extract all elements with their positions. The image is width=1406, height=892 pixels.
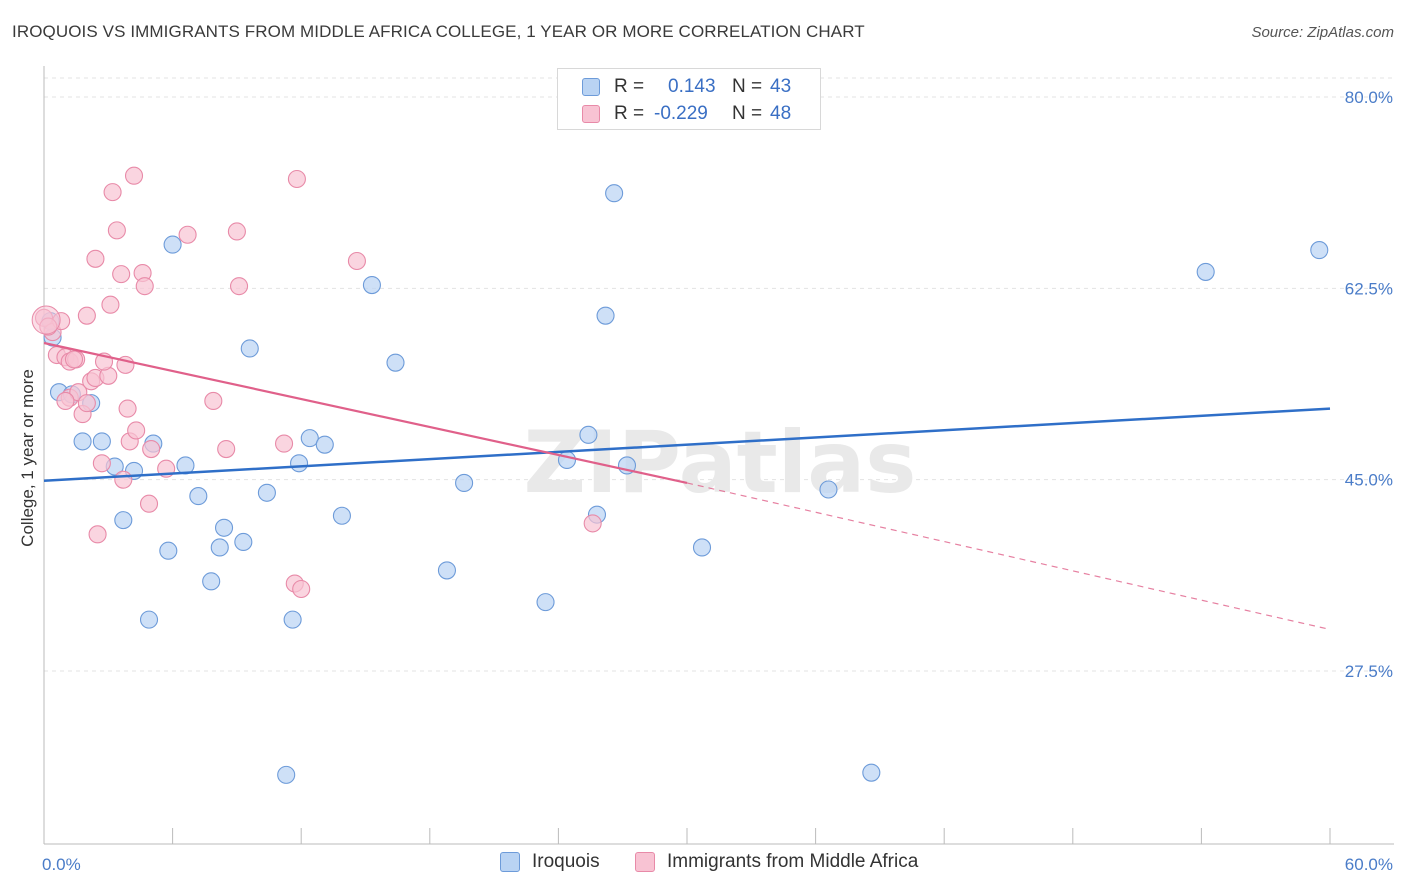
iroquois-point: [189, 487, 208, 506]
middle-africa-point: [114, 470, 133, 489]
middle-africa-point: [56, 391, 75, 410]
middle-africa-point: [77, 306, 96, 325]
iroquois-point: [240, 339, 259, 358]
iroquois-point: [557, 450, 577, 470]
iroquois-point: [73, 432, 92, 451]
middle-africa-point: [86, 249, 105, 268]
middle-africa-point: [107, 221, 126, 240]
iroquois-point: [234, 532, 253, 552]
legend-swatch-middle-africa: [635, 852, 655, 872]
grid-lines: [44, 77, 1394, 672]
legend-row-middle-africa: R = -0.229 N = 48: [582, 101, 791, 127]
middle-africa-point: [101, 295, 120, 314]
chart-title: IROQUOIS VS IMMIGRANTS FROM MIDDLE AFRIC…: [12, 22, 865, 41]
trend-lines: [43, 341, 1331, 631]
legend-r-label: R =: [614, 103, 645, 124]
middle-africa-point-large: [31, 305, 61, 335]
middle-africa-point: [139, 494, 159, 513]
iroquois-point: [92, 432, 111, 451]
iroquois-point: [332, 506, 351, 525]
iroquois-point: [819, 480, 838, 499]
source-label: Source: ZipAtlas.com: [1251, 24, 1394, 41]
middle-africa-point: [64, 350, 84, 369]
iroquois-point: [163, 235, 182, 254]
x-tick-label: 60.0%: [1345, 855, 1393, 874]
iroquois-point: [290, 454, 309, 473]
legend-r-value: -0.229: [654, 103, 708, 124]
legend-n-label: N =: [732, 103, 763, 124]
iroquois-point: [1196, 262, 1215, 281]
legend-r-value: 0.143: [668, 76, 716, 97]
iroquois-point: [159, 541, 178, 560]
stats-legend: R = 0.143 N = 43 R = -0.229 N = 48: [557, 68, 821, 130]
iroquois-point: [283, 610, 302, 629]
iroquois-point: [579, 425, 598, 444]
iroquois-point: [114, 511, 133, 530]
legend-label-middle-africa: Immigrants from Middle Africa: [667, 851, 919, 872]
iroquois-point: [214, 518, 234, 537]
middle-africa-point: [227, 222, 246, 241]
middle-africa-point: [292, 579, 311, 599]
middle-africa-point: [118, 399, 137, 418]
middle-africa-point: [135, 277, 154, 296]
legend-label-iroquois: Iroquois: [532, 851, 600, 872]
middle-africa-trend-line: [43, 341, 688, 485]
middle-africa-point: [178, 225, 197, 244]
legend-r-label: R =: [614, 76, 645, 97]
iroquois-point: [692, 538, 712, 557]
y-axis-title: College, 1 year or more: [18, 369, 37, 547]
middle-africa-point: [103, 183, 122, 202]
y-tick-label: 45.0%: [1345, 471, 1393, 490]
y-tick-label: 27.5%: [1345, 662, 1393, 681]
iroquois-point: [437, 561, 456, 580]
legend-swatch-middle-africa: [582, 105, 600, 123]
middle-africa-point: [88, 525, 107, 544]
x-tick-label: 0.0%: [42, 855, 81, 874]
legend-item-middle-africa: Immigrants from Middle Africa: [635, 851, 918, 873]
legend-swatch-iroquois: [500, 852, 520, 872]
iroquois-point: [1310, 241, 1329, 260]
legend-n-label: N =: [732, 76, 763, 97]
legend-n-value: 48: [770, 103, 792, 124]
iroquois-point: [257, 483, 276, 502]
middle-africa-point: [112, 265, 131, 284]
legend-swatch-iroquois: [582, 78, 600, 96]
iroquois-point: [202, 572, 221, 591]
iroquois-point: [862, 763, 881, 782]
iroquois-point: [605, 184, 624, 203]
middle-africa-point: [142, 440, 161, 459]
iroquois-point: [386, 353, 405, 372]
middle-africa-point: [124, 166, 144, 185]
watermark: ZIPatlas: [524, 413, 917, 513]
iroquois-point: [300, 429, 319, 448]
middle-africa-point: [204, 391, 223, 410]
middle-africa-point: [77, 394, 96, 413]
iroquois-point: [139, 610, 159, 629]
iroquois-point: [455, 473, 474, 492]
middle-africa-point: [347, 251, 366, 271]
middle-africa-point: [287, 169, 306, 189]
iroquois-point: [315, 435, 334, 454]
y-tick-label: 62.5%: [1345, 279, 1393, 298]
middle-africa-point: [127, 421, 146, 440]
iroquois-point: [596, 306, 615, 325]
middle-africa-point: [217, 440, 236, 459]
series-legend: Iroquois Immigrants from Middle Africa: [0, 851, 1406, 877]
middle-africa-point: [583, 514, 602, 533]
iroquois-trend-line: [43, 407, 1331, 483]
middle-africa-point: [229, 277, 249, 296]
legend-item-iroquois: Iroquois: [500, 851, 600, 873]
axes: [43, 66, 1394, 845]
legend-row-iroquois: R = 0.143 N = 43: [582, 74, 791, 100]
iroquois-point: [210, 538, 229, 557]
iroquois-point: [362, 276, 381, 295]
iroquois-point: [277, 765, 296, 784]
tick-labels: 27.5% 45.0% 62.5% 80.0% 0.0% 60.0%: [42, 88, 1393, 874]
middle-africa-point: [92, 454, 111, 473]
y-tick-label: 80.0%: [1345, 88, 1393, 107]
legend-n-value: 43: [770, 76, 792, 97]
middle-africa-point: [275, 434, 294, 453]
iroquois-point: [536, 593, 555, 612]
